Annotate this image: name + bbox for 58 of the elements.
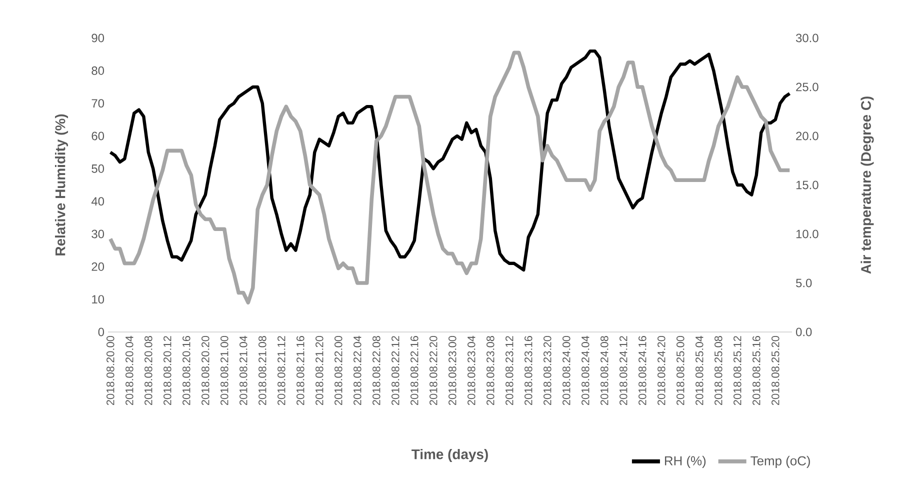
x-tick-label: 2018.08.20.04 <box>126 336 134 406</box>
legend-label: RH (%) <box>664 456 706 468</box>
y2-tick-label: 20.0 <box>796 132 818 140</box>
y2-tick-label: 25.0 <box>796 82 818 92</box>
y2-tick-label: 5.0 <box>796 278 812 288</box>
x-tick-label: 2018.08.23.12 <box>506 336 514 406</box>
x-tick-label: 2018.08.25.08 <box>714 336 722 406</box>
x-tick-label: 2018.08.25.04 <box>696 336 704 406</box>
x-tick-label: 2018.08.20.12 <box>164 336 172 406</box>
y2-tick-label: 15.0 <box>796 180 818 190</box>
y-tick-label: 70 <box>92 99 104 108</box>
x-tick-label: 2018.08.22.20 <box>430 336 438 406</box>
y-tick-label: 20 <box>92 262 104 271</box>
legend-label: Temp (oC) <box>750 456 810 468</box>
y-tick-label: 60 <box>92 132 104 140</box>
x-tick-label: 2018.08.23.04 <box>468 336 476 406</box>
y-tick-label: 40 <box>91 197 104 206</box>
y-tick-label: 50 <box>92 164 104 173</box>
x-tick-label: 2018.08.23.08 <box>486 336 494 406</box>
x-tick-label: 2018.08.25.12 <box>734 336 742 406</box>
x-tick-label: 2018.08.24.16 <box>638 336 646 406</box>
x-tick-label: 2018.08.25.00 <box>676 336 684 406</box>
x-tick-label: 2018.08.22.08 <box>372 336 380 406</box>
y-tick-label: 0 <box>98 328 104 336</box>
x-tick-label: 2018.08.25.20 <box>772 336 780 406</box>
y2-tick-label: 0.0 <box>796 328 812 336</box>
x-tick-label: 2018.08.21.16 <box>296 336 304 406</box>
x-tick-label: 2018.08.22.12 <box>392 336 400 406</box>
x-tick-label: 2018.08.23.16 <box>524 336 532 406</box>
x-tick-label: 2018.08.24.04 <box>582 336 590 406</box>
x-tick-label: 2018.08.24.00 <box>562 336 570 406</box>
x-tick-label: 2018.08.21.00 <box>220 336 228 406</box>
x-tick-label: 2018.08.22.16 <box>410 336 418 406</box>
x-tick-label: 2018.08.21.04 <box>240 336 248 406</box>
y2-tick-label: 30.0 <box>796 34 818 42</box>
x-tick-label: 2018.08.23.00 <box>448 336 456 406</box>
x-tick-label: 2018.08.20.16 <box>182 336 190 406</box>
y2-axis-title: Air temperature (Degree C) <box>860 96 874 274</box>
x-tick-label: 2018.08.25.16 <box>752 336 760 406</box>
y-tick-label: 80 <box>92 66 104 75</box>
x-tick-label: 2018.08.24.20 <box>658 336 666 406</box>
x-tick-label: 2018.08.24.08 <box>600 336 608 406</box>
y-tick-label: 90 <box>92 34 104 42</box>
x-tick-label: 2018.08.22.04 <box>354 336 362 406</box>
y-tick-label: 30 <box>92 230 104 238</box>
x-tick-label: 2018.08.21.20 <box>316 336 324 406</box>
x-tick-label: 2018.08.20.08 <box>144 336 152 406</box>
x-tick-label: 2018.08.21.12 <box>278 336 286 406</box>
x-tick-label: 2018.08.20.00 <box>106 336 114 406</box>
y2-tick-label: 10.0 <box>796 230 818 238</box>
x-tick-label: 2018.08.20.20 <box>202 336 210 406</box>
y-tick-label: 10 <box>92 295 104 304</box>
y-axis-title: Relative Humidity (%) <box>55 114 68 256</box>
x-tick-label: 2018.08.22.00 <box>334 336 342 406</box>
x-axis-title: Time (days) <box>412 448 488 462</box>
x-tick-label: 2018.08.23.20 <box>544 336 552 406</box>
x-tick-label: 2018.08.24.12 <box>620 336 628 406</box>
x-tick-label: 2018.08.21.08 <box>258 336 266 406</box>
